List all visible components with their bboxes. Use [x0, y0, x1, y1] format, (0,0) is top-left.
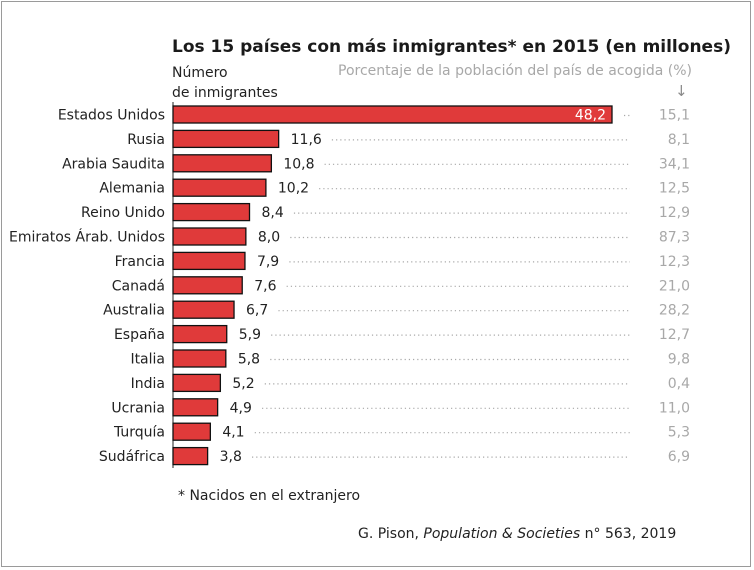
- category-label: Alemania: [99, 181, 165, 197]
- percentage-value: 12,3: [659, 254, 690, 270]
- bar: [172, 227, 247, 246]
- bar-value-label: 5,2: [232, 376, 254, 392]
- source-author: G. Pison,: [358, 526, 424, 542]
- bar-value-label: 5,9: [239, 327, 261, 343]
- bar: [172, 178, 267, 197]
- category-label: Francia: [115, 254, 165, 270]
- percentage-value: 5,3: [668, 425, 690, 441]
- source-rest: n° 563, 2019: [580, 526, 677, 542]
- percentage-value: 12,9: [659, 205, 690, 221]
- bar: [172, 276, 243, 295]
- bar-value-label: 7,9: [257, 254, 279, 270]
- percentage-value: 9,8: [668, 352, 690, 368]
- bar: [172, 324, 228, 344]
- percentage-label: Porcentaje de la población del país de a…: [338, 63, 692, 79]
- bar-value-label: 10,2: [278, 181, 309, 197]
- bar-value-label: 48,2: [575, 108, 606, 124]
- percentage-value: 12,5: [659, 181, 690, 197]
- percentage-value: 28,2: [659, 303, 690, 319]
- bar: [172, 373, 222, 393]
- bar-value-label: 8,0: [258, 230, 280, 246]
- chart-title: Los 15 países con más inmigrantes* en 20…: [172, 37, 731, 57]
- category-label: Estados Unidos: [58, 108, 165, 124]
- category-label: Emiratos Árab. Unidos: [9, 229, 165, 246]
- footnote: * Nacidos en el extranjero: [178, 488, 361, 504]
- category-label: Reino Unido: [81, 205, 165, 221]
- bar-value-label: 10,8: [283, 156, 314, 172]
- category-label: Australia: [103, 303, 165, 319]
- category-label: Rusia: [127, 132, 165, 148]
- bar-value-label: 11,6: [291, 132, 322, 148]
- category-label: Sudáfrica: [99, 449, 165, 465]
- percentage-value: 34,1: [659, 156, 690, 172]
- percentage-value: 12,7: [659, 327, 690, 343]
- bar: [172, 154, 273, 173]
- bar-value-label: 4,1: [222, 425, 244, 441]
- category-label: Turquía: [113, 425, 165, 441]
- bar-value-label: 3,8: [220, 449, 242, 465]
- bar-value-label: 6,7: [246, 303, 268, 319]
- bar-value-label: 8,4: [262, 205, 284, 221]
- down-arrow-icon: ↓: [675, 82, 688, 100]
- category-label: Italia: [130, 352, 165, 368]
- source-publication: Population & Societies: [423, 526, 581, 542]
- percentage-value: 0,4: [668, 376, 690, 392]
- bar: [172, 422, 211, 441]
- bar: [172, 349, 227, 368]
- percentage-value: 21,0: [659, 278, 690, 294]
- percentage-value: 11,0: [659, 400, 690, 416]
- bar-value-label: 4,9: [230, 400, 252, 416]
- bar: [172, 300, 235, 319]
- bar: [172, 202, 251, 222]
- bar-value-label: 5,8: [238, 352, 260, 368]
- percentage-value: 15,1: [659, 108, 690, 124]
- bar-value-label: 7,6: [254, 278, 276, 294]
- bar: [172, 129, 280, 149]
- source-credit: G. Pison, Population & Societies n° 563,…: [358, 526, 676, 542]
- category-label: Arabia Saudita: [62, 156, 165, 172]
- category-label: Canadá: [112, 278, 165, 294]
- category-label: Ucrania: [111, 400, 165, 416]
- bar: [172, 446, 209, 466]
- category-label: India: [131, 376, 165, 392]
- y-axis-label: Número de inmigrantes: [172, 65, 278, 101]
- bar: [172, 105, 613, 124]
- percentage-value: 8,1: [668, 132, 690, 148]
- bar: [172, 398, 219, 417]
- percentage-value: 6,9: [668, 449, 690, 465]
- percentage-value: 87,3: [659, 230, 690, 246]
- bar: [172, 251, 246, 271]
- category-label: España: [114, 327, 165, 343]
